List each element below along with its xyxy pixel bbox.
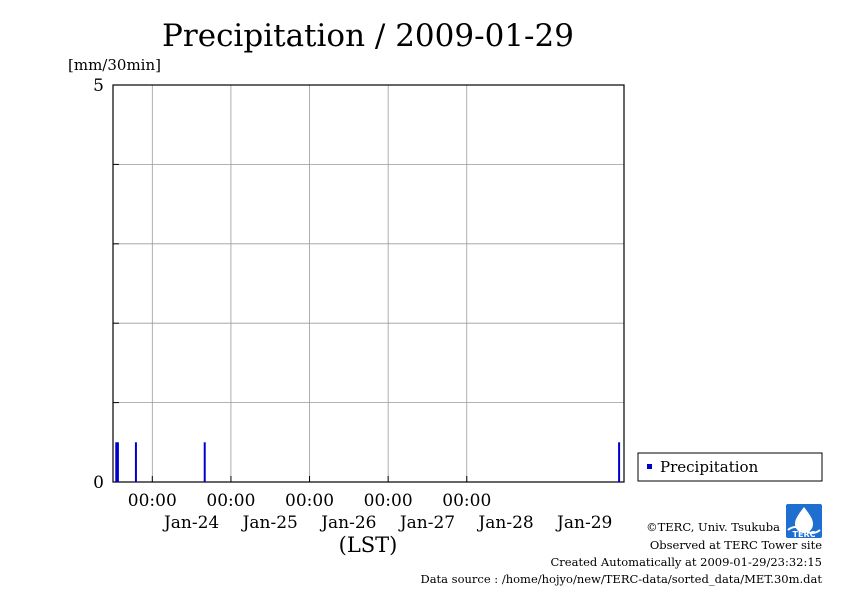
- x-tick-time-label: 00:00: [285, 491, 334, 511]
- y-axis-label: [mm/30min]: [68, 56, 161, 74]
- x-axis-label: (LST): [339, 533, 398, 557]
- plot-frame: [112, 84, 625, 483]
- legend: Precipitation: [637, 452, 823, 482]
- grid: [113, 85, 624, 482]
- x-date-label: Jan-26: [319, 513, 376, 533]
- bars: [115, 442, 621, 482]
- x-tick-time-label: 00:00: [206, 491, 255, 511]
- x-tick-time-label: 00:00: [442, 491, 491, 511]
- legend-label: Precipitation: [660, 458, 759, 476]
- x-tick-time-label: 00:00: [128, 491, 177, 511]
- observed-text: Observed at TERC Tower site: [650, 538, 822, 552]
- chart-title: Precipitation / 2009-01-29: [162, 18, 574, 54]
- source-text: Data source : /home/hojyo/new/TERC-data/…: [420, 572, 822, 586]
- y-tick-label-5: 5: [93, 76, 104, 96]
- legend-box: [637, 452, 823, 482]
- created-text: Created Automatically at 2009-01-29/23:3…: [551, 555, 823, 569]
- logo-text: TERC: [793, 530, 816, 539]
- copyright-text: ©TERC, Univ. Tsukuba: [646, 520, 780, 534]
- water-drop-icon: [795, 507, 813, 533]
- x-tick-time-label: 00:00: [364, 491, 413, 511]
- x-date-label: Jan-25: [241, 513, 298, 533]
- x-date-label: Jan-27: [398, 513, 455, 533]
- legend-swatch: [647, 464, 652, 469]
- wave-icon: [787, 526, 821, 534]
- terc-logo: TERC: [786, 504, 822, 539]
- y-tick-label-0: 0: [93, 473, 104, 493]
- x-date-label: Jan-24: [162, 513, 219, 533]
- x-date-label: Jan-29: [555, 513, 612, 533]
- x-date-label: Jan-28: [476, 513, 533, 533]
